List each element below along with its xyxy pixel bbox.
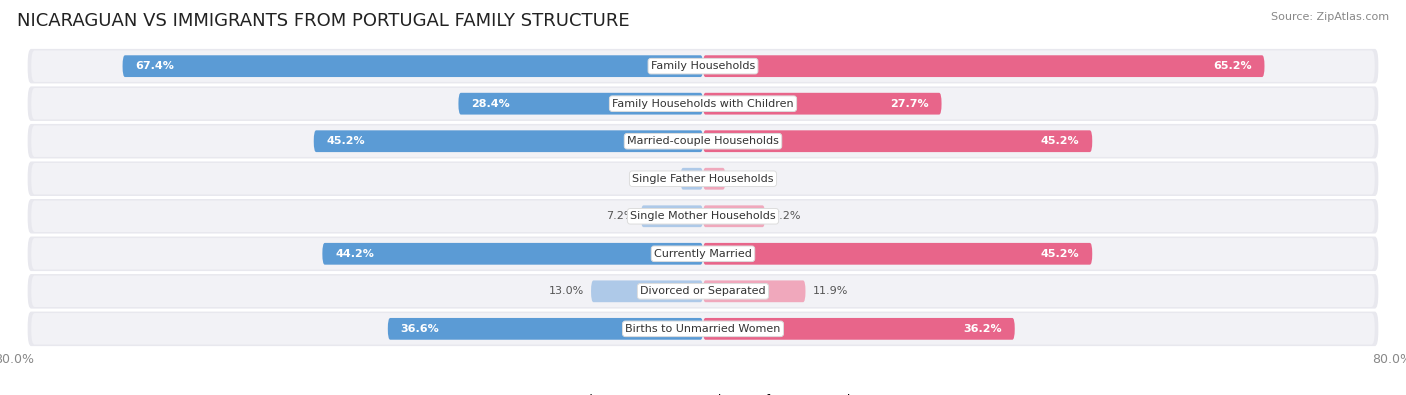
FancyBboxPatch shape [31, 51, 1375, 82]
Text: NICARAGUAN VS IMMIGRANTS FROM PORTUGAL FAMILY STRUCTURE: NICARAGUAN VS IMMIGRANTS FROM PORTUGAL F… [17, 12, 630, 30]
FancyBboxPatch shape [28, 274, 1378, 308]
FancyBboxPatch shape [28, 49, 1378, 83]
Text: Births to Unmarried Women: Births to Unmarried Women [626, 324, 780, 334]
FancyBboxPatch shape [322, 243, 703, 265]
Text: 7.2%: 7.2% [772, 211, 800, 221]
Text: 67.4%: 67.4% [135, 61, 174, 71]
FancyBboxPatch shape [591, 280, 703, 302]
FancyBboxPatch shape [703, 243, 1092, 265]
FancyBboxPatch shape [28, 87, 1378, 121]
FancyBboxPatch shape [681, 168, 703, 190]
Text: 36.2%: 36.2% [963, 324, 1002, 334]
Text: Family Households: Family Households [651, 61, 755, 71]
Text: 28.4%: 28.4% [471, 99, 510, 109]
FancyBboxPatch shape [641, 205, 703, 227]
FancyBboxPatch shape [31, 88, 1375, 119]
Text: 2.6%: 2.6% [645, 174, 673, 184]
Text: Family Households with Children: Family Households with Children [612, 99, 794, 109]
Text: Divorced or Separated: Divorced or Separated [640, 286, 766, 296]
FancyBboxPatch shape [703, 55, 1264, 77]
Text: 45.2%: 45.2% [1040, 136, 1080, 146]
FancyBboxPatch shape [388, 318, 703, 340]
Text: 11.9%: 11.9% [813, 286, 848, 296]
FancyBboxPatch shape [31, 201, 1375, 232]
FancyBboxPatch shape [28, 312, 1378, 346]
Text: 13.0%: 13.0% [548, 286, 583, 296]
FancyBboxPatch shape [458, 93, 703, 115]
Text: Source: ZipAtlas.com: Source: ZipAtlas.com [1271, 12, 1389, 22]
FancyBboxPatch shape [28, 124, 1378, 158]
Text: Single Mother Households: Single Mother Households [630, 211, 776, 221]
FancyBboxPatch shape [31, 163, 1375, 194]
FancyBboxPatch shape [31, 276, 1375, 307]
FancyBboxPatch shape [703, 280, 806, 302]
Text: 65.2%: 65.2% [1213, 61, 1251, 71]
FancyBboxPatch shape [122, 55, 703, 77]
FancyBboxPatch shape [31, 126, 1375, 157]
FancyBboxPatch shape [703, 318, 1015, 340]
Legend: Nicaraguan, Immigrants from Portugal: Nicaraguan, Immigrants from Portugal [555, 394, 851, 395]
FancyBboxPatch shape [703, 93, 942, 115]
FancyBboxPatch shape [31, 313, 1375, 344]
Text: 2.6%: 2.6% [733, 174, 761, 184]
Text: 27.7%: 27.7% [890, 99, 928, 109]
FancyBboxPatch shape [28, 199, 1378, 233]
Text: 36.6%: 36.6% [401, 324, 440, 334]
FancyBboxPatch shape [28, 162, 1378, 196]
Text: 44.2%: 44.2% [335, 249, 374, 259]
Text: Married-couple Households: Married-couple Households [627, 136, 779, 146]
Text: Currently Married: Currently Married [654, 249, 752, 259]
FancyBboxPatch shape [314, 130, 703, 152]
Text: Single Father Households: Single Father Households [633, 174, 773, 184]
FancyBboxPatch shape [28, 237, 1378, 271]
FancyBboxPatch shape [31, 238, 1375, 269]
Text: 7.2%: 7.2% [606, 211, 634, 221]
FancyBboxPatch shape [703, 130, 1092, 152]
FancyBboxPatch shape [703, 168, 725, 190]
Text: 45.2%: 45.2% [326, 136, 366, 146]
Text: 45.2%: 45.2% [1040, 249, 1080, 259]
FancyBboxPatch shape [703, 205, 765, 227]
